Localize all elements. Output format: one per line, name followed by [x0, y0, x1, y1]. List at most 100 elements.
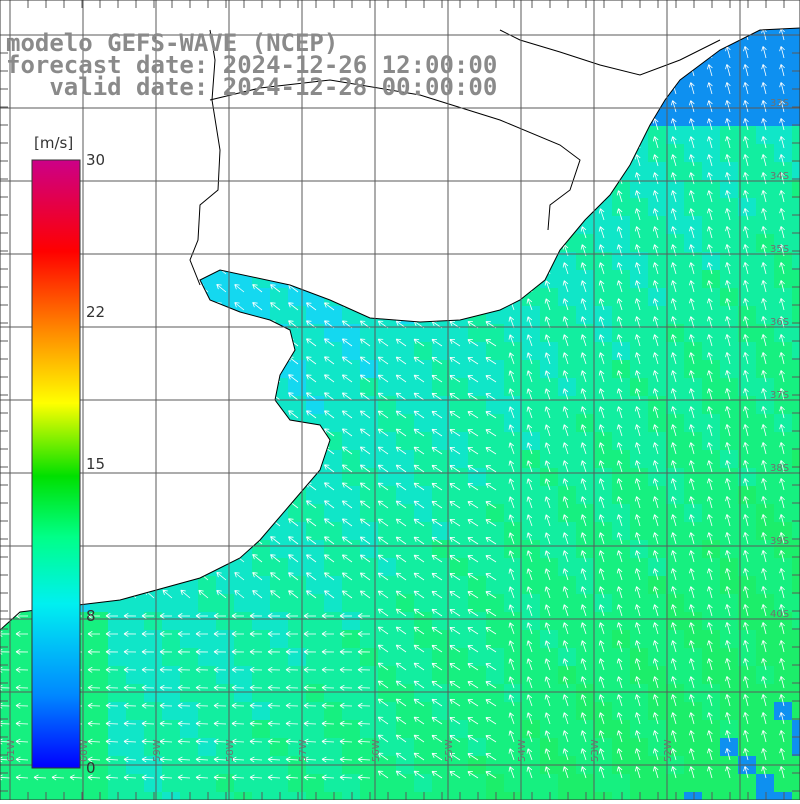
wind-cell	[270, 612, 288, 630]
wind-cell	[558, 450, 576, 468]
colorbar-bar	[31, 159, 81, 769]
wind-arrow	[213, 756, 227, 763]
wind-cell	[360, 414, 378, 432]
wind-cell	[558, 522, 576, 540]
wind-cell	[774, 684, 792, 702]
wind-cell	[504, 468, 522, 486]
wind-arrow	[562, 262, 569, 275]
wind-cell	[342, 720, 360, 738]
wind-arrow	[105, 648, 119, 655]
wind-arrow	[177, 648, 191, 655]
wind-cell	[594, 432, 612, 450]
wind-arrow	[377, 626, 389, 635]
wind-arrow	[598, 280, 605, 293]
wind-arrow	[485, 663, 497, 671]
wind-arrow	[580, 226, 587, 239]
wind-arrow	[231, 684, 245, 691]
wind-cell	[774, 324, 792, 342]
wind-cell	[666, 288, 684, 306]
wind-arrow	[508, 334, 515, 347]
wind-cell	[594, 378, 612, 396]
wind-cell	[198, 576, 216, 594]
wind-cell	[324, 702, 342, 720]
wind-arrow	[743, 514, 749, 527]
wind-arrow	[431, 428, 443, 437]
wind-cell	[612, 666, 630, 684]
wind-cell	[630, 630, 648, 648]
wind-cell	[702, 108, 720, 126]
wind-cell	[522, 558, 540, 576]
wind-arrow	[485, 411, 497, 419]
wind-arrow	[395, 734, 407, 743]
wind-arrow	[779, 676, 785, 689]
wind-arrow	[562, 316, 569, 329]
wind-cell	[666, 360, 684, 378]
wind-cell	[648, 648, 666, 666]
wind-cell	[684, 90, 702, 108]
wind-arrow	[779, 478, 785, 491]
wind-arrow	[413, 482, 425, 491]
wind-cell	[468, 414, 486, 432]
colorbar-tick-0: 0	[86, 759, 96, 777]
wind-arrow	[485, 681, 497, 689]
wind-cell	[774, 198, 792, 216]
wind-arrow	[467, 357, 479, 365]
wind-cell	[504, 522, 522, 540]
wind-arrow	[670, 514, 677, 527]
wind-cell	[216, 648, 234, 666]
wind-arrow	[195, 684, 209, 691]
wind-cell	[612, 234, 630, 252]
wind-arrow	[413, 392, 425, 401]
wind-arrow	[725, 190, 731, 203]
wind-arrow	[616, 352, 623, 365]
wind-cell	[468, 702, 486, 720]
wind-arrow	[725, 604, 731, 617]
wind-arrow	[580, 280, 587, 293]
wind-arrow	[562, 604, 569, 617]
wind-arrow	[689, 766, 695, 779]
wind-arrow	[467, 519, 479, 527]
wind-arrow	[689, 748, 695, 761]
wind-cell	[648, 486, 666, 504]
wind-cell	[540, 450, 558, 468]
wind-arrow	[580, 298, 587, 311]
wind-arrow	[213, 774, 227, 781]
wind-arrow	[324, 428, 335, 437]
wind-cell	[144, 648, 162, 666]
wind-arrow	[634, 712, 641, 725]
wind-arrow	[779, 694, 785, 707]
colorbar-tick-15: 15	[86, 455, 106, 473]
wind-cell	[648, 198, 666, 216]
wind-cell	[774, 234, 792, 252]
wind-cell	[198, 630, 216, 648]
wind-arrow	[761, 424, 767, 437]
wind-cell	[756, 558, 774, 576]
wind-arrow	[123, 613, 137, 619]
wind-arrow	[652, 226, 659, 239]
wind-cell	[162, 648, 180, 666]
wind-cell	[612, 486, 630, 504]
wind-arrow	[508, 604, 515, 617]
wind-arrow	[725, 298, 731, 311]
wind-arrow	[544, 370, 551, 383]
wind-cell	[738, 738, 756, 756]
wind-arrow	[177, 756, 191, 763]
wind-cell	[684, 72, 702, 90]
wind-cell	[594, 468, 612, 486]
wind-arrow	[743, 136, 749, 149]
wind-cell	[522, 432, 540, 450]
wind-cell	[468, 576, 486, 594]
wind-arrow	[231, 702, 245, 709]
wind-arrow	[324, 392, 335, 401]
wind-cell	[396, 774, 414, 792]
wind-cell	[126, 630, 144, 648]
wind-arrow	[634, 478, 641, 491]
wind-arrow	[267, 666, 281, 673]
wind-cell	[594, 360, 612, 378]
wind-arrow	[485, 537, 497, 545]
wind-cell	[252, 684, 270, 702]
wind-arrow	[616, 190, 623, 203]
wind-arrow	[216, 590, 227, 599]
wind-arrow	[580, 712, 587, 725]
wind-cell	[774, 72, 792, 90]
